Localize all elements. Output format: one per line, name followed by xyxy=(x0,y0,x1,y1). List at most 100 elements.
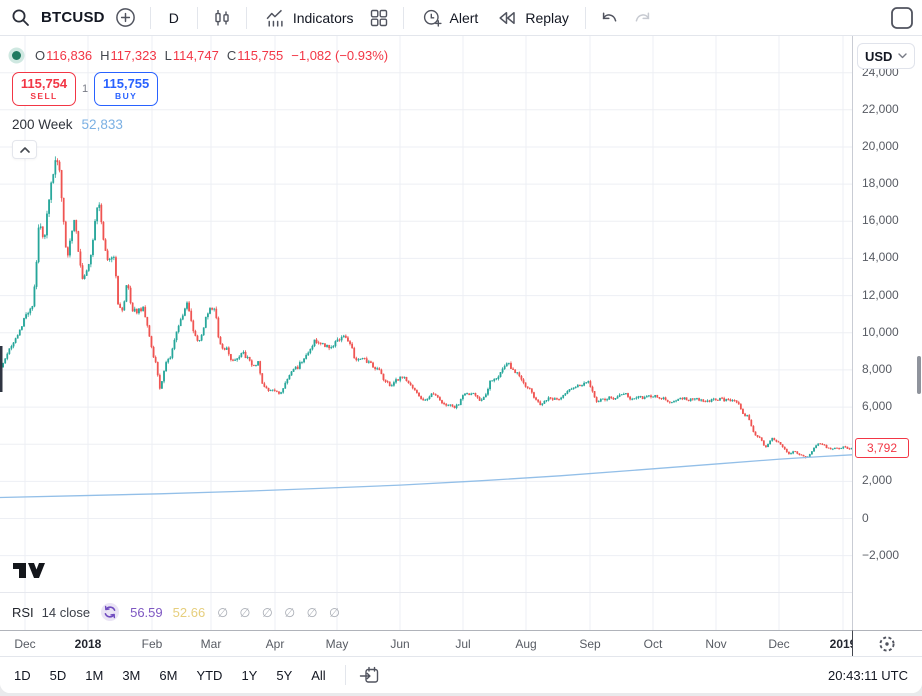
range-1y[interactable]: 1Y xyxy=(241,664,257,687)
indicators-button[interactable]: Indicators xyxy=(259,4,358,32)
time-tick-label: May xyxy=(325,637,349,651)
legend-collapse-button[interactable] xyxy=(12,140,37,159)
grid-lines xyxy=(0,36,852,630)
redo-icon[interactable] xyxy=(631,6,655,30)
toolbar-divider xyxy=(402,6,404,29)
chart-legend: O 116,836 H 117,323 L 114,747 C 115,755 … xyxy=(12,48,388,159)
bottom-toolbar: 1D 5D 1M 3M 6M YTD 1Y 5Y All 20:43:11 UT… xyxy=(0,656,922,693)
currency-selector[interactable]: USD xyxy=(857,43,915,69)
price-chart-canvas[interactable] xyxy=(0,36,852,630)
range-ytd[interactable]: YTD xyxy=(196,664,222,687)
range-1m[interactable]: 1M xyxy=(85,664,103,687)
scrollbar-thumb[interactable] xyxy=(917,356,921,394)
chart-style-icon[interactable] xyxy=(210,6,234,30)
sell-label: SELL xyxy=(30,90,58,101)
replay-button[interactable]: Replay xyxy=(491,4,573,32)
replay-label: Replay xyxy=(525,9,569,26)
time-tick-label: Nov xyxy=(705,637,727,651)
undo-icon[interactable] xyxy=(598,6,622,30)
time-tick-label: 2019 xyxy=(829,637,852,651)
price-tick-label: 12,000 xyxy=(862,287,899,302)
time-tick-label: Dec xyxy=(14,637,36,651)
time-tick-label: Sep xyxy=(579,637,601,651)
price-tick-label: 8,000 xyxy=(862,361,893,376)
tradingview-logo[interactable] xyxy=(12,558,47,583)
price-tick-label: −2,000 xyxy=(862,547,900,562)
time-axis[interactable]: Dec 2018 Feb Mar Apr May Jun Jul Aug Sep Oct Nov Dec… xyxy=(0,630,852,656)
sell-button[interactable]: 115,754 SELL xyxy=(12,72,76,106)
rsi-refresh-icon[interactable] xyxy=(100,602,120,622)
time-tick-label: Dec xyxy=(768,637,790,651)
price-tick-label: 10,000 xyxy=(862,324,899,339)
interval-button[interactable]: D xyxy=(163,10,185,26)
range-all[interactable]: All xyxy=(311,664,325,687)
ohlc-row[interactable]: O 116,836 H 117,323 L 114,747 C 115,755 … xyxy=(12,48,388,63)
ma-legend-title: 200 Week xyxy=(12,117,73,132)
sell-price: 115,754 xyxy=(20,75,68,91)
close-value: 115,755 xyxy=(237,48,284,63)
rsi-params: 14 close xyxy=(41,604,91,620)
alert-button[interactable]: Alert xyxy=(416,4,483,32)
price-tick-label: 2,000 xyxy=(862,473,893,488)
price-tick-label: 20,000 xyxy=(862,139,899,153)
spread-value: 1 xyxy=(82,83,89,95)
range-5d[interactable]: 5D xyxy=(50,664,67,687)
ma-legend-value: 52,833 xyxy=(81,117,123,132)
range-1d[interactable]: 1D xyxy=(14,664,31,687)
toolbar-divider xyxy=(245,6,247,29)
snapshot-icon[interactable] xyxy=(890,6,914,30)
high-label: H xyxy=(100,48,110,63)
compare-add-icon[interactable] xyxy=(114,6,138,30)
buy-label: BUY xyxy=(115,90,138,101)
low-value: 114,747 xyxy=(172,48,219,63)
indicators-label: Indicators xyxy=(292,9,354,26)
time-tick-label: Aug xyxy=(515,637,537,651)
pane-divider[interactable] xyxy=(0,592,852,593)
time-tick-label: Jun xyxy=(390,637,410,651)
time-tick-label: Apr xyxy=(265,637,285,651)
chart-pane: O 116,836 H 117,323 L 114,747 C 115,755 … xyxy=(0,36,852,630)
replay-rewind-icon xyxy=(495,6,519,30)
range-5y[interactable]: 5Y xyxy=(276,664,292,687)
toolbar-divider xyxy=(584,6,586,29)
go-to-date-icon[interactable] xyxy=(358,663,382,687)
gear-icon[interactable] xyxy=(875,632,899,656)
rsi-legend-row[interactable]: RSI 14 close 56.59 52.66 ∅ ∅ ∅ ∅ ∅ ∅ xyxy=(12,598,344,626)
top-toolbar: BTCUSD D Indicators Alert xyxy=(0,0,922,36)
utc-clock[interactable]: 20:43:11 UTC xyxy=(828,667,908,683)
rsi-empty-values: ∅ ∅ ∅ ∅ ∅ ∅ xyxy=(217,605,344,620)
change-value: −1,082 (−0.93%) xyxy=(291,48,389,63)
axis-settings-corner xyxy=(852,630,922,656)
price-axis[interactable]: 24,000 22,000 20,000 18,000 16,000 14,000 12,0… xyxy=(852,36,922,630)
layout-grid-icon[interactable] xyxy=(367,6,391,30)
time-tick-label: Mar xyxy=(200,637,222,651)
open-label: O xyxy=(35,48,46,63)
range-6m[interactable]: 6M xyxy=(159,664,177,687)
alert-clock-plus-icon xyxy=(420,6,444,30)
chevron-down-icon xyxy=(898,53,907,59)
alert-label: Alert xyxy=(449,9,479,26)
price-tick-label: 18,000 xyxy=(862,176,899,191)
currency-label: USD xyxy=(865,48,893,64)
low-label: L xyxy=(164,48,172,63)
buy-button[interactable]: 115,755 BUY xyxy=(94,72,159,106)
ma-legend-row[interactable]: 200 Week 52,833 xyxy=(12,117,388,132)
range-3m[interactable]: 3M xyxy=(122,664,140,687)
time-tick-label: Feb xyxy=(141,637,163,651)
open-value: 116,836 xyxy=(46,48,93,63)
rsi-ma-value: 52.66 xyxy=(172,604,206,620)
price-tick-label: 6,000 xyxy=(862,399,893,414)
left-edge-partial-candle xyxy=(0,346,3,392)
time-tick-label: Jul xyxy=(455,637,471,651)
price-tick-label: 22,000 xyxy=(862,101,899,116)
search-icon[interactable] xyxy=(8,6,32,30)
toolbar-divider xyxy=(149,6,151,29)
chevron-up-icon xyxy=(19,146,30,153)
candlestick-series xyxy=(0,156,852,459)
price-tick-label: 16,000 xyxy=(862,213,899,228)
ma-200-week-line xyxy=(0,454,852,499)
rsi-title: RSI xyxy=(12,604,34,620)
price-tick-label: 0 xyxy=(862,510,869,525)
symbol-name[interactable]: BTCUSD xyxy=(41,9,105,26)
